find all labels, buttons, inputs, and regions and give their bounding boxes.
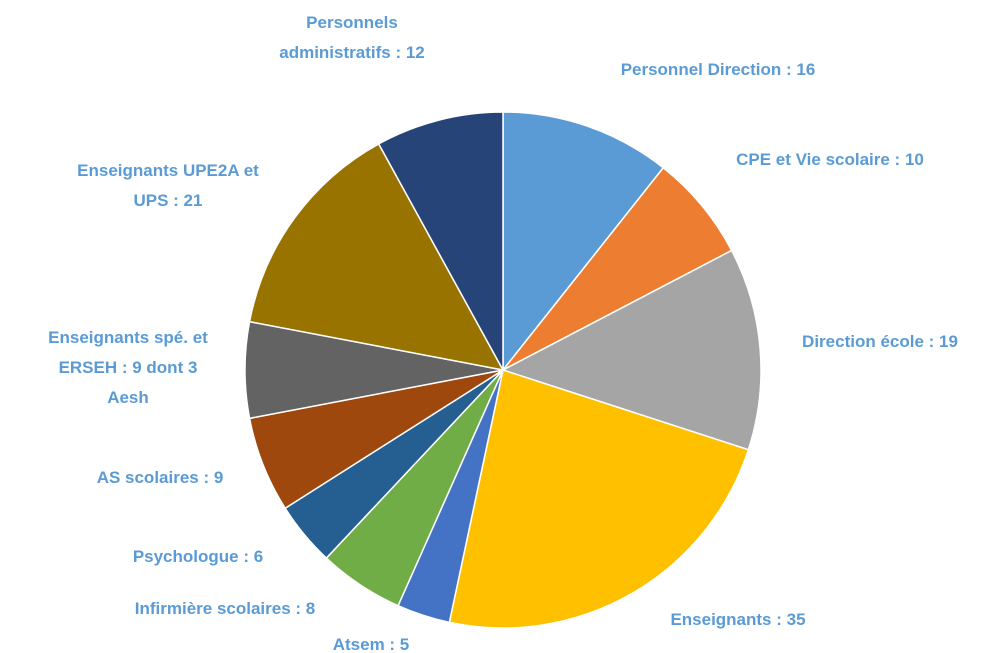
slice-label: Enseignants : 35 <box>670 610 806 629</box>
pie-slice <box>502 166 733 371</box>
pie-slice <box>448 369 750 629</box>
pie-slice <box>501 249 762 451</box>
slice-label: CPE et Vie scolaire : 10 <box>736 150 924 169</box>
slice-label: Infirmière scolaires : 8 <box>134 599 316 618</box>
pie-slice <box>248 142 505 372</box>
slice-label: Direction école : 19 <box>802 332 958 351</box>
slice-label: Enseignants spé. et ERSEH : 9 dont 3 Aes… <box>48 328 208 407</box>
slice-label: Atsem : 5 <box>332 635 410 653</box>
pie-slice <box>502 111 665 373</box>
slice-label: Personnel Direction : 16 <box>620 60 816 79</box>
slice-label: Psychologue : 6 <box>132 547 264 566</box>
slice-label: Personnels administratifs : 12 <box>279 13 425 62</box>
slice-label: Enseignants UPE2A et UPS : 21 <box>77 161 259 210</box>
slice-label: AS scolaires : 9 <box>96 468 224 487</box>
pie-slice <box>377 111 504 371</box>
